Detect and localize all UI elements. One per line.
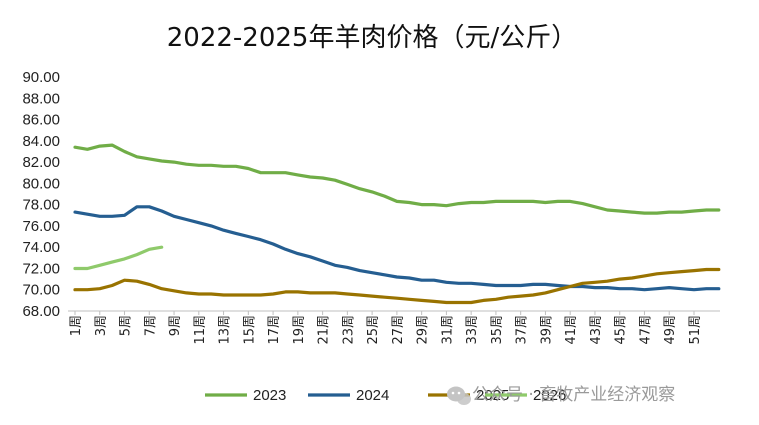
- x-tick-label: 19周: [292, 315, 307, 345]
- x-tick-label: 41周: [564, 315, 579, 345]
- x-tick-label: 15周: [242, 315, 257, 345]
- series-line-2023: [73, 143, 721, 215]
- legend-label-2026: 2026: [533, 387, 566, 404]
- chart-title: 2022-2025年羊肉价格（元/公斤）: [167, 23, 577, 53]
- legend-label-2024: 2024: [356, 387, 389, 404]
- series-line-2025: [73, 267, 721, 305]
- x-tick-label: 43周: [589, 315, 604, 345]
- y-tick-label: 80.00: [22, 175, 60, 192]
- y-tick-label: 68.00: [22, 303, 60, 320]
- x-tick-label: 47周: [638, 315, 653, 345]
- legend: 2023 2024 2025 2026: [205, 387, 566, 404]
- x-tick-label: 33周: [465, 315, 480, 345]
- y-tick-label: 86.00: [22, 112, 60, 129]
- y-tick-label: 84.00: [22, 133, 60, 150]
- y-tick-label: 72.00: [22, 260, 60, 277]
- x-tick-label: 17周: [267, 315, 282, 345]
- x-tick-label: 21周: [317, 315, 332, 345]
- x-tick-label: 23周: [341, 315, 356, 345]
- watermark: 公众号 · 畜牧产业经济观察: [447, 385, 675, 405]
- x-tick-label: 7周: [143, 315, 158, 336]
- y-tick-label: 82.00: [22, 154, 60, 171]
- x-tick-label: 51周: [688, 315, 703, 345]
- y-axis: 68.00 70.00 72.00 74.00 76.00 78.00 80.00 82.00…: [22, 69, 60, 320]
- y-tick-label: 90.00: [22, 69, 60, 86]
- x-tick-label: 37周: [515, 315, 530, 345]
- x-tick-label: 25周: [366, 315, 381, 345]
- y-tick-label: 76.00: [22, 218, 60, 235]
- legend-label-2023: 2023: [253, 387, 286, 404]
- series-line-2026: [73, 245, 164, 271]
- x-axis: 1周 3周 5周 7周 9周 11周 13周 15周 17周 19周 21周 23周 25周 27周 29周…: [69, 311, 703, 345]
- x-tick-label: 27周: [391, 315, 406, 345]
- y-tick-label: 70.00: [22, 282, 60, 299]
- y-tick-label: 74.00: [22, 239, 60, 256]
- y-tick-label: 78.00: [22, 197, 60, 214]
- watermark-text: 公众号 · 畜牧产业经济观察: [472, 385, 675, 405]
- x-tick-label: 49周: [663, 315, 678, 345]
- series-line-2024: [73, 205, 721, 292]
- x-tick-label: 31周: [440, 315, 455, 345]
- x-tick-label: 3周: [94, 315, 109, 336]
- x-tick-label: 29周: [416, 315, 431, 345]
- x-tick-label: 11周: [193, 315, 208, 345]
- x-tick-label: 39周: [539, 315, 554, 345]
- x-tick-label: 1周: [69, 315, 84, 336]
- wechat-icon: [447, 386, 471, 405]
- x-tick-label: 9周: [168, 315, 183, 336]
- y-tick-label: 88.00: [22, 90, 60, 107]
- plot-area: [73, 143, 721, 305]
- x-tick-label: 5周: [119, 315, 134, 336]
- x-tick-label: 13周: [218, 315, 233, 345]
- x-tick-label: 35周: [490, 315, 505, 345]
- x-tick-label: 45周: [614, 315, 629, 345]
